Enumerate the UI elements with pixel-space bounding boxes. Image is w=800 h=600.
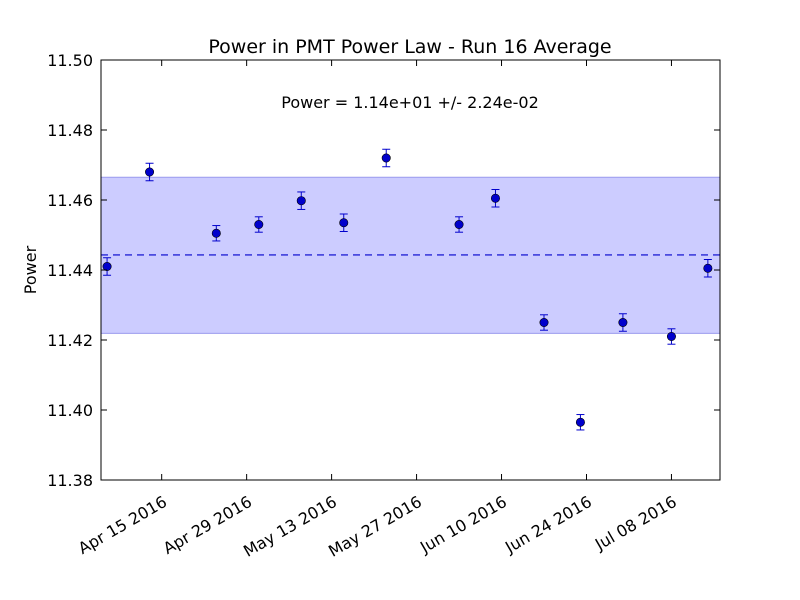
x-tick-label: Apr 29 2016 [160,492,255,558]
data-point [254,220,264,230]
data-point [703,263,713,273]
fit-annotation: Power = 1.14e+01 +/- 2.24e-02 [281,93,539,112]
y-axis: 11.38 11.40 11.42 11.44 11.46 11.48 11.50 [47,51,720,490]
y-tick-label: 11.46 [47,191,93,210]
band-layer [100,176,721,334]
y-axis-label: Power [21,245,40,294]
y-tick-label: 11.50 [47,51,93,70]
data-point [666,331,676,341]
points-layer [102,148,713,431]
data-point [339,218,349,228]
data-point [102,261,112,271]
y-tick-label: 11.48 [47,121,93,140]
data-point [381,153,391,163]
std-dev-band [100,176,721,334]
y-tick-label: 11.38 [47,471,93,490]
y-tick-label: 11.44 [47,261,93,280]
data-point [145,167,155,177]
x-tick-label: May 13 2016 [240,492,340,561]
data-point [454,220,464,230]
y-tick-label: 11.42 [47,331,93,350]
data-point [211,228,221,238]
chart-title: Power in PMT Power Law - Run 16 Average [208,36,611,58]
x-tick-label: Jul 08 2016 [591,492,680,554]
data-point [575,417,585,427]
x-tick-label: May 27 2016 [325,492,425,561]
x-tick-label: Jun 24 2016 [501,492,595,557]
data-point [539,317,549,327]
data-point [296,196,306,206]
data-point [618,317,628,327]
x-tick-label: Jun 10 2016 [416,492,510,557]
x-tick-label: Apr 15 2016 [75,492,170,558]
y-tick-label: 11.40 [47,401,93,420]
data-point [490,193,500,203]
